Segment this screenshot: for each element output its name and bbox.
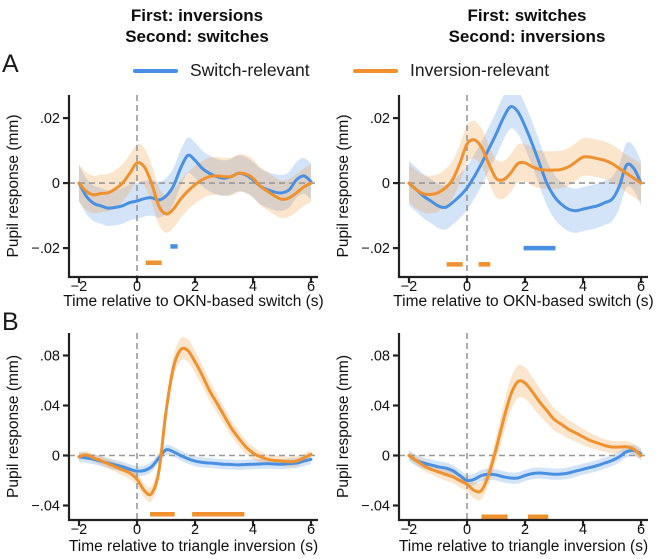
b-right-xtick-label: 4 [579, 522, 587, 538]
b-right-xaxis-label: Time relative to triangle inversion (s) [399, 538, 648, 555]
b-right-ytick-label: 0 [382, 449, 390, 465]
a-right-ytick-label: 0 [382, 176, 390, 192]
plot-area-b-left [69, 333, 318, 520]
a-left-line-inversion-relevant [77, 161, 313, 216]
legend-label-switch-relevant: Switch-relevant [190, 60, 310, 80]
panel-label-b: B [2, 308, 19, 336]
b-left-ytick-label: 0 [52, 449, 60, 465]
a-right-yaxis-label: Pupil response (mm) [335, 115, 352, 258]
b-right-xtick-label: 6 [637, 522, 645, 538]
plot-area-a-left [69, 95, 318, 277]
a-right-line-inversion-relevant [407, 138, 643, 197]
b-left-ytick-label: −.04 [31, 499, 60, 515]
b-right-line-switch-relevant [407, 448, 643, 483]
a-left-line-switch-relevant [77, 153, 313, 210]
b-left-xtick-label: 6 [307, 522, 315, 538]
b-left-xaxis-label: Time relative to triangle inversion (s) [69, 538, 318, 555]
panel-a-right: −2 0 2 4 6 .02 0 −.02 Time relative to OKN-based… [330, 88, 660, 310]
column-title-left-line2: Second: switches [125, 27, 269, 46]
b-left-band-inversion-relevant [79, 336, 311, 503]
b-left-xtick-label: 0 [133, 522, 141, 538]
a-right-xtick-label: 0 [463, 279, 471, 295]
column-title-left-line1: First: inversions [130, 6, 264, 25]
legend-line-inversion-relevant [353, 69, 398, 73]
b-right-ytick-label: −.04 [361, 499, 390, 515]
column-title-right-line2: Second: inversions [448, 27, 606, 46]
column-title-right-line1: First: switches [467, 6, 587, 25]
a-right-xaxis-label: Time relative to OKN-based switch (s) [393, 293, 653, 310]
panel-label-a: A [2, 50, 19, 78]
b-right-axes-spines [397, 333, 648, 522]
a-left-xtick-label: −2 [71, 279, 88, 295]
a-left-xtick-label: 0 [133, 279, 141, 295]
panel-b-left-svg: −2 0 2 4 6 .08 .04 0 −.04 Time relative to triang… [5, 333, 318, 555]
a-left-xtick-label: 4 [249, 279, 257, 295]
a-right-ytick-label: −.02 [361, 241, 390, 257]
a-left-band-switch-relevant [79, 137, 311, 227]
legend-line-switch-relevant [133, 69, 178, 73]
b-left-ytick-label: .04 [40, 399, 60, 415]
b-left-yaxis-label: Pupil response (mm) [5, 355, 22, 498]
a-left-ytick-label: −.02 [31, 241, 60, 257]
plot-area-a-right [399, 95, 648, 277]
a-left-xtick-label: 2 [191, 279, 199, 295]
b-left-line-inversion-relevant [77, 346, 313, 497]
a-left-yaxis-label: Pupil response (mm) [5, 115, 22, 258]
b-left-xtick-label: −2 [71, 522, 88, 538]
plot-area-b-right [399, 333, 648, 520]
b-right-xtick-label: −2 [401, 522, 418, 538]
legend-label-inversion-relevant: Inversion-relevant [410, 60, 550, 80]
column-title-left: First: inversions Second: switches [32, 5, 362, 47]
a-left-axes-spines [67, 95, 318, 279]
b-left-axes-spines [67, 333, 318, 522]
a-right-ytick-label: .02 [370, 111, 390, 127]
a-right-line-switch-relevant [407, 104, 643, 213]
a-left-ytick-label: .02 [40, 111, 60, 127]
b-right-line-inversion-relevant [407, 379, 643, 494]
a-right-xtick-label: 4 [579, 279, 587, 295]
panel-b-right: −2 0 2 4 6 .08 .04 0 −.04 Time relative to triang… [330, 315, 660, 559]
a-left-ytick-label: 0 [52, 176, 60, 192]
b-right-yaxis-label: Pupil response (mm) [335, 355, 352, 498]
b-left-ytick-label: .08 [40, 349, 60, 365]
panel-a-right-svg: −2 0 2 4 6 .02 0 −.02 Time relative to OKN-based… [335, 95, 654, 310]
panel-a-left: −2 0 2 4 6 .02 0 −.02 Time relative to OKN-based… [0, 88, 330, 310]
a-right-axes-spines [397, 95, 648, 279]
a-left-xaxis-label: Time relative to OKN-based switch (s) [63, 293, 323, 310]
b-left-line-switch-relevant [77, 448, 313, 473]
b-right-ytick-label: .04 [370, 399, 390, 415]
b-left-xtick-label: 2 [191, 522, 199, 538]
b-left-xtick-label: 4 [249, 522, 257, 538]
b-right-ytick-label: .08 [370, 349, 390, 365]
a-left-xtick-label: 6 [307, 279, 315, 295]
b-right-xtick-label: 0 [463, 522, 471, 538]
panel-b-right-svg: −2 0 2 4 6 .08 .04 0 −.04 Time relative to triang… [335, 333, 648, 555]
b-right-band-inversion-relevant [409, 364, 641, 501]
panel-b-left: −2 0 2 4 6 .08 .04 0 −.04 Time relative to triang… [0, 315, 330, 559]
column-title-right: First: switches Second: inversions [362, 5, 660, 47]
b-right-xtick-label: 2 [521, 522, 529, 538]
panel-a-left-svg: −2 0 2 4 6 .02 0 −.02 Time relative to OKN-based… [5, 95, 324, 310]
a-right-xtick-label: 2 [521, 279, 529, 295]
a-right-xtick-label: 6 [637, 279, 645, 295]
a-right-xtick-label: −2 [401, 279, 418, 295]
